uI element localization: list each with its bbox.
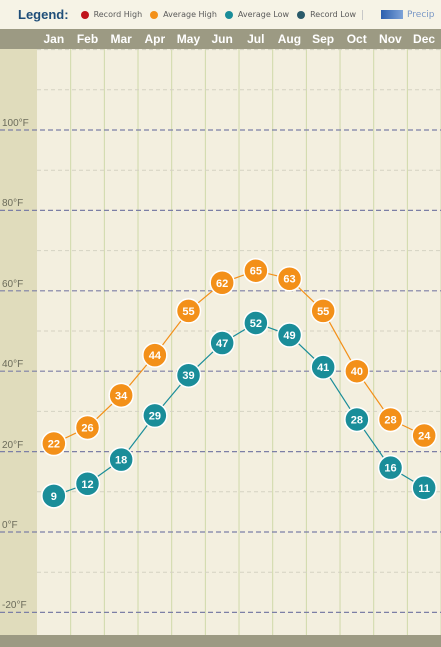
y-tick-label: 40°F xyxy=(2,359,24,371)
month-label[interactable]: Jan xyxy=(43,32,65,46)
data-label: 49 xyxy=(283,330,295,342)
data-label: 18 xyxy=(115,455,127,467)
legend-label: Record High xyxy=(93,10,143,19)
data-point xyxy=(41,483,67,509)
legend-item-precip[interactable]: Precip xyxy=(371,9,435,20)
month-label[interactable]: May xyxy=(176,32,201,46)
data-label: 12 xyxy=(81,479,93,491)
data-point xyxy=(243,257,269,284)
data-point xyxy=(175,362,202,388)
month-label[interactable]: Feb xyxy=(76,32,99,46)
data-label: 34 xyxy=(115,390,128,402)
month-label[interactable]: Sep xyxy=(312,32,335,46)
data-point xyxy=(243,310,269,336)
y-tick-label: 100°F xyxy=(2,118,29,129)
data-label: 29 xyxy=(149,410,161,422)
precip-bar-icon xyxy=(381,10,404,19)
month-label[interactable]: Jun xyxy=(211,32,233,46)
data-label: 24 xyxy=(418,431,431,443)
y-tick-label: 60°F xyxy=(2,278,24,290)
data-label: 16 xyxy=(384,463,396,475)
legend-item-average-low[interactable]: Average Low xyxy=(224,10,290,19)
data-label: 41 xyxy=(317,362,329,374)
data-point xyxy=(209,330,235,356)
month-label[interactable]: Dec xyxy=(413,32,436,46)
data-point xyxy=(175,298,202,324)
data-point xyxy=(142,402,168,429)
y-tick-label: 80°F xyxy=(2,198,24,210)
data-label: 39 xyxy=(182,370,194,382)
month-label[interactable]: Aug xyxy=(277,32,302,46)
data-point xyxy=(344,358,370,384)
data-label: 11 xyxy=(418,483,430,495)
record-high-dot-icon xyxy=(80,10,89,19)
data-label: 28 xyxy=(384,414,396,426)
legend-item-record-high[interactable]: Record High xyxy=(80,10,143,19)
y-tick-label: 20°F xyxy=(2,439,24,451)
data-label: 47 xyxy=(216,338,228,350)
data-label: 28 xyxy=(351,414,363,426)
data-label: 44 xyxy=(149,350,162,362)
legend-label: Average Low xyxy=(237,10,290,19)
data-point xyxy=(276,265,303,292)
data-point xyxy=(74,471,101,497)
month-label[interactable]: Jul xyxy=(247,32,265,46)
legend-label: Record Low xyxy=(310,10,357,19)
month-label[interactable]: Apr xyxy=(144,32,166,46)
month-label[interactable]: Nov xyxy=(379,32,402,46)
data-point xyxy=(344,406,370,433)
bottom-bar xyxy=(0,635,441,647)
y-tick-label: -20°F xyxy=(2,600,27,612)
data-label: 55 xyxy=(182,306,194,318)
data-point xyxy=(377,406,404,433)
data-label: 9 xyxy=(51,491,57,503)
y-axis-column xyxy=(0,49,37,635)
data-label: 55 xyxy=(317,306,329,318)
data-point xyxy=(108,382,134,409)
month-label[interactable]: Mar xyxy=(110,32,132,46)
data-label: 26 xyxy=(81,422,93,434)
data-point xyxy=(142,342,168,368)
data-point xyxy=(310,298,336,324)
data-point xyxy=(41,430,67,457)
data-label: 22 xyxy=(48,439,60,451)
y-tick-label: 0°F xyxy=(2,520,18,531)
data-label: 52 xyxy=(250,318,262,330)
legend-label: Precip xyxy=(407,9,435,20)
data-point xyxy=(377,454,404,481)
average-high-dot-icon xyxy=(150,10,159,19)
data-point xyxy=(108,446,134,473)
data-point xyxy=(74,414,101,441)
data-label: 40 xyxy=(351,366,363,378)
data-point xyxy=(209,270,235,296)
month-label[interactable]: Oct xyxy=(346,32,367,46)
legend-item-record-low[interactable]: Record Low xyxy=(297,10,356,19)
legend: Legend: Record High Average High Average… xyxy=(0,0,441,29)
data-point xyxy=(411,475,437,501)
month-header: Jan Feb Mar Apr May Jun Jul Aug Sep Oct … xyxy=(0,29,441,49)
data-point xyxy=(276,322,303,348)
data-label: 63 xyxy=(283,274,295,286)
legend-label: Average High xyxy=(163,10,217,19)
data-point xyxy=(411,422,437,449)
legend-divider xyxy=(362,9,364,20)
legend-item-average-high[interactable]: Average High xyxy=(150,10,217,19)
data-point xyxy=(310,354,336,380)
data-label: 62 xyxy=(216,278,228,290)
average-low-dot-icon xyxy=(224,10,233,19)
data-label: 65 xyxy=(250,266,262,278)
record-low-dot-icon xyxy=(297,10,306,19)
legend-title: Legend: xyxy=(18,7,69,22)
